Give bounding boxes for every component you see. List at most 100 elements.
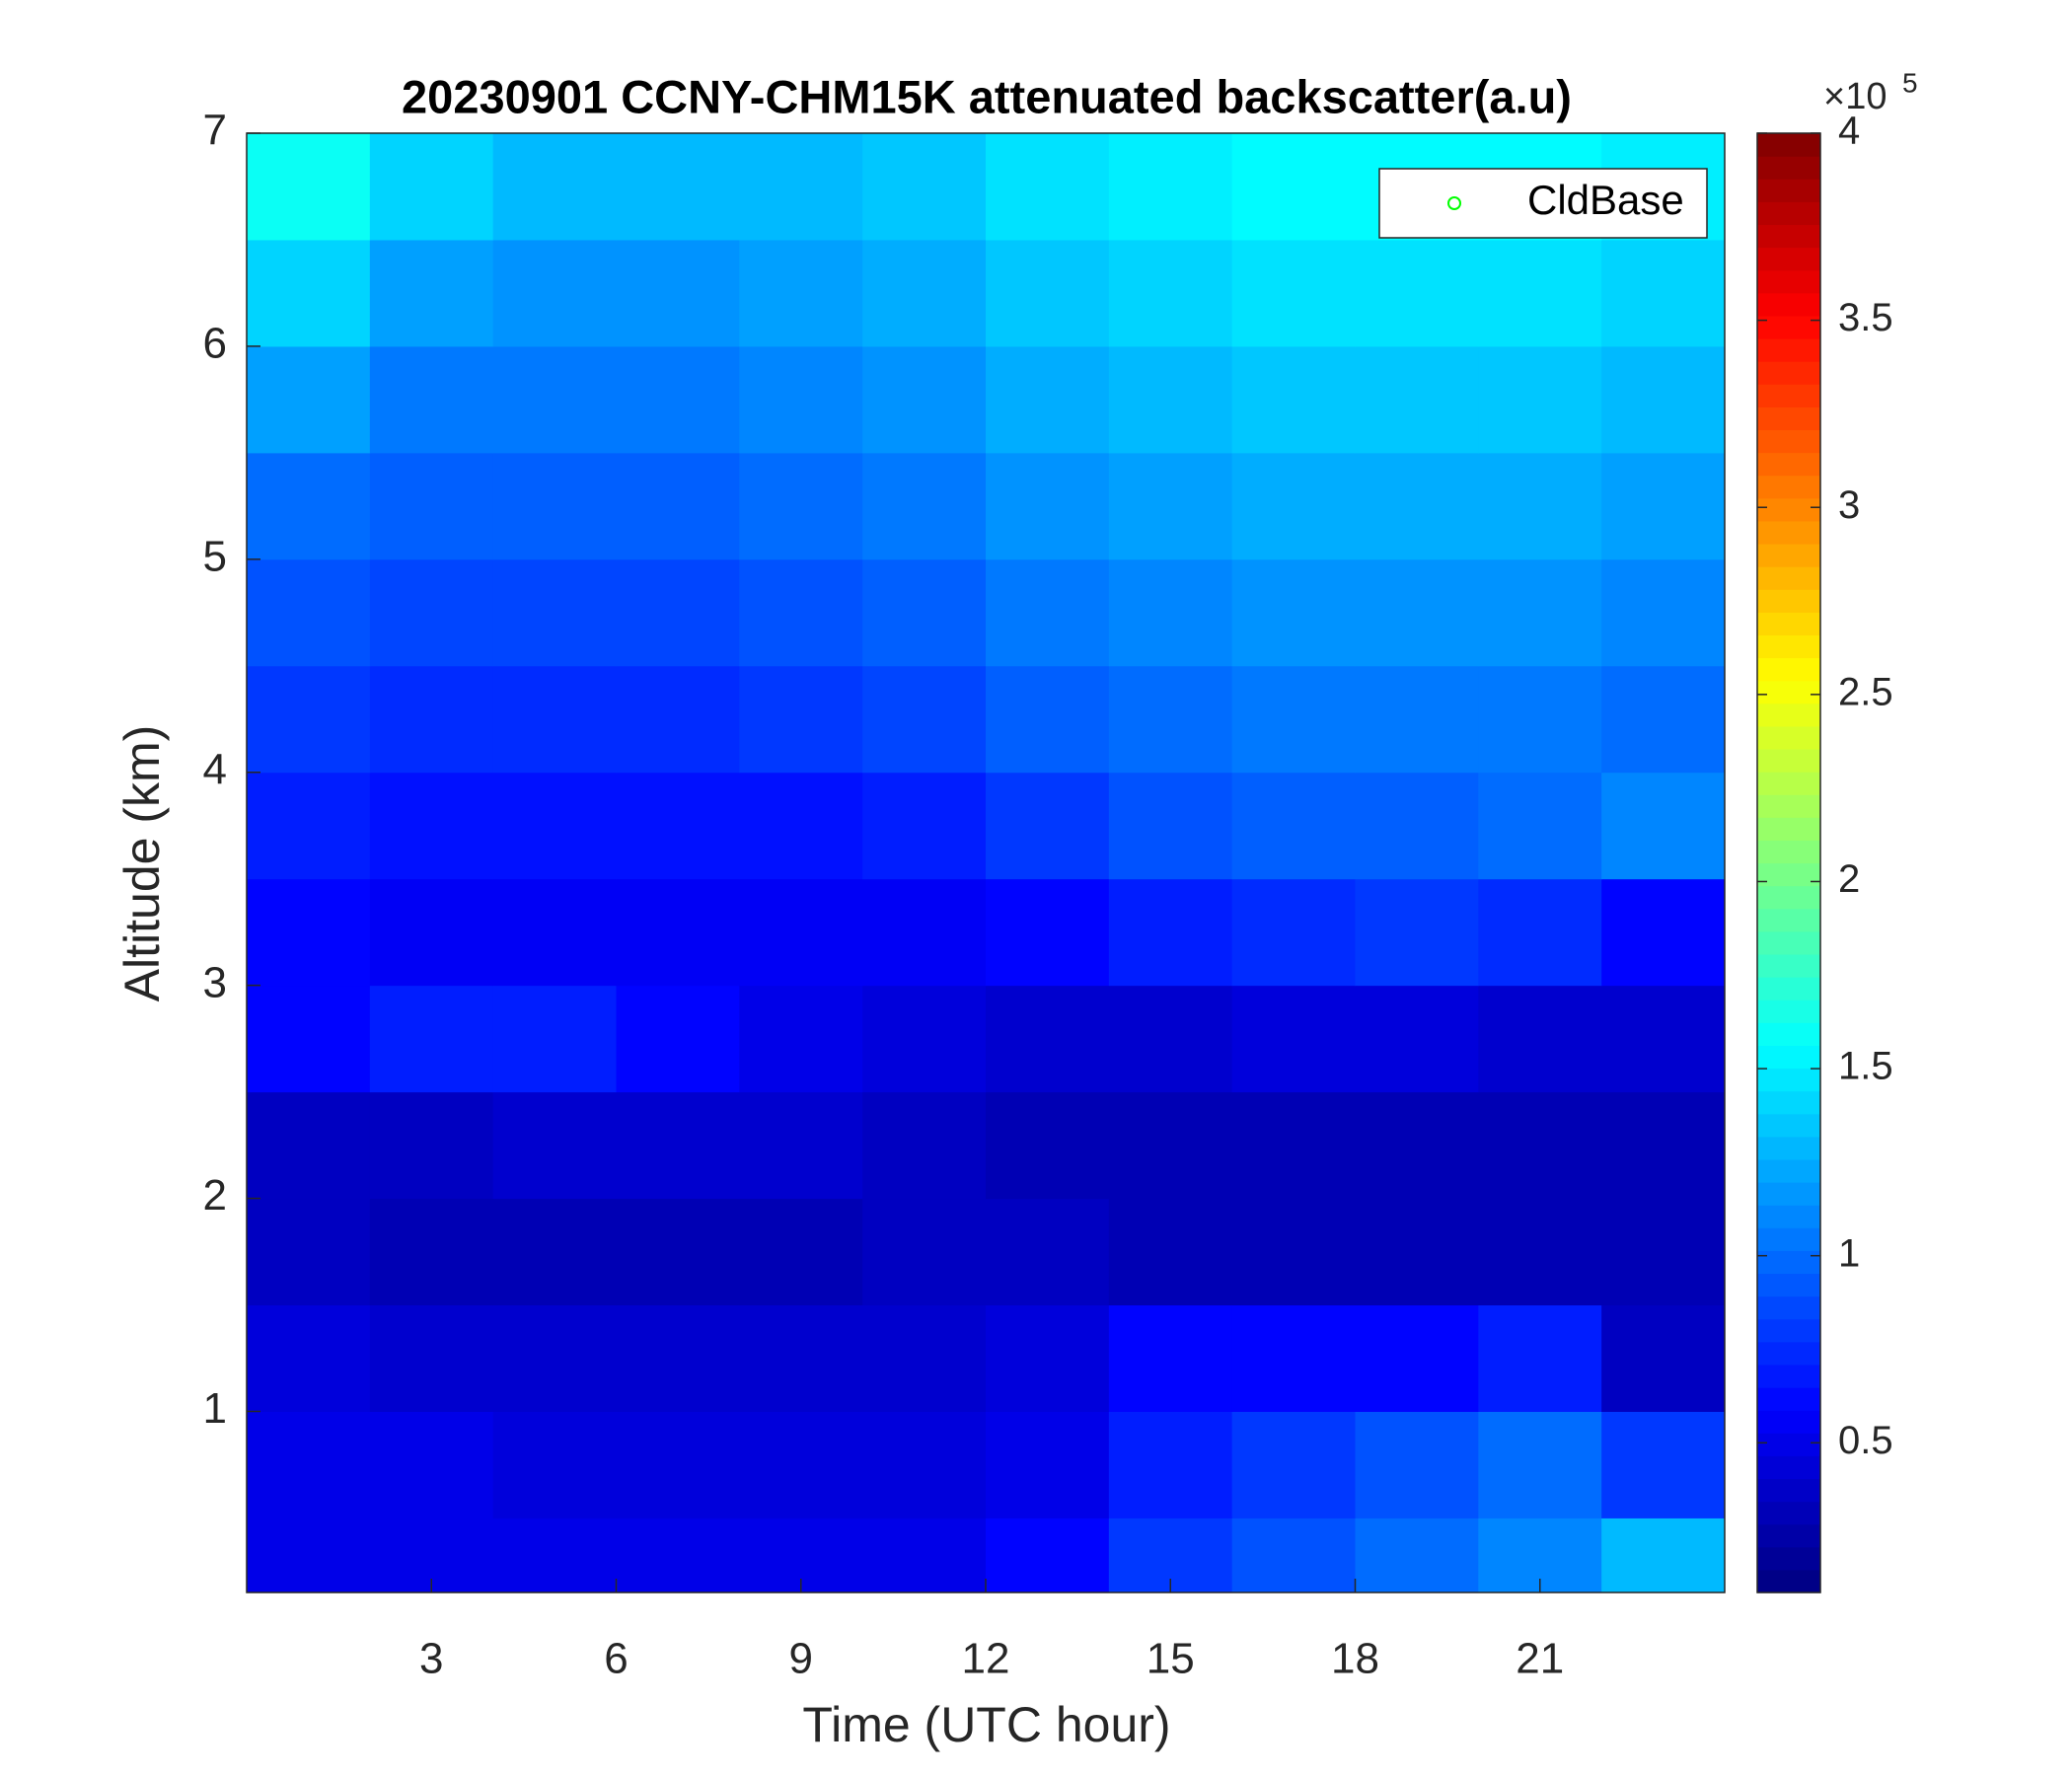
colorbar-step (1757, 201, 1820, 226)
heatmap-cell (1231, 772, 1356, 880)
heatmap-cell (616, 1517, 740, 1593)
heatmap-cell (1478, 239, 1602, 347)
heatmap-cell (739, 1304, 863, 1412)
heatmap-cell (986, 1091, 1110, 1200)
heatmap-cell (1231, 1411, 1356, 1518)
heatmap-cell (1108, 772, 1233, 880)
heatmap-cell (986, 1304, 1110, 1412)
heatmap-cell (616, 878, 740, 987)
colorbar-step (1757, 1341, 1820, 1366)
heatmap-cell (1478, 345, 1602, 454)
heatmap-cell (247, 1198, 371, 1306)
heatmap-cell (1601, 665, 1726, 774)
heatmap-cell (492, 133, 617, 241)
heatmap-cell (862, 133, 987, 241)
colorbar-step (1757, 566, 1820, 590)
heatmap-cell (1601, 558, 1726, 667)
heatmap-cell (739, 772, 863, 880)
colorbar-step (1757, 1318, 1820, 1343)
heatmap-cell (1601, 345, 1726, 454)
heatmap-cell (986, 1517, 1110, 1593)
heatmap-cell (739, 239, 863, 347)
heatmap-cell (739, 665, 863, 774)
colorbar-step (1757, 292, 1820, 317)
heatmap-cell (1108, 345, 1233, 454)
colorbar-step (1757, 1136, 1820, 1160)
heatmap-cell (1601, 1198, 1726, 1306)
heatmap-cell (247, 345, 371, 454)
heatmap-cell (986, 239, 1110, 347)
colorbar-step (1757, 407, 1820, 431)
colorbar-step (1757, 1569, 1820, 1593)
colorbar-tick-label: 2.5 (1838, 670, 1893, 713)
heatmap-cell (986, 985, 1110, 1093)
heatmap-cell (247, 985, 371, 1093)
heatmap-cell (862, 1304, 987, 1412)
heatmap-cell (616, 772, 740, 880)
colorbar-step (1757, 612, 1820, 636)
heatmap-cell (616, 558, 740, 667)
heatmap-cell (1601, 772, 1726, 880)
heatmap-cell (369, 1198, 494, 1306)
heatmap-cell (862, 452, 987, 560)
heatmap-cell (492, 772, 617, 880)
y-tick-label: 5 (203, 532, 227, 580)
colorbar-step (1757, 1546, 1820, 1571)
colorbar-exponent: 5 (1902, 67, 1918, 98)
heatmap-cell (1355, 665, 1479, 774)
heatmap-cell (492, 1517, 617, 1593)
heatmap-cell (492, 878, 617, 987)
y-tick-label: 2 (203, 1171, 227, 1220)
heatmap-cell (1231, 665, 1356, 774)
colorbar-step (1757, 1205, 1820, 1228)
colorbar-step (1757, 589, 1820, 613)
colorbar-tick-label: 3 (1838, 483, 1860, 527)
colorbar-step (1757, 133, 1820, 157)
heatmap-cell (1601, 1091, 1726, 1200)
colorbar-step (1757, 977, 1820, 1000)
heatmap-cell (1355, 1411, 1479, 1518)
heatmap-cell (1231, 1198, 1356, 1306)
colorbar-step (1757, 748, 1820, 773)
x-tick-label: 21 (1516, 1635, 1564, 1683)
colorbar-step (1757, 497, 1820, 522)
y-tick-label: 1 (203, 1384, 227, 1433)
x-tick-label: 15 (1147, 1635, 1195, 1683)
colorbar-step (1757, 475, 1820, 499)
heatmap-cell (1601, 1411, 1726, 1518)
colorbar-step (1757, 361, 1820, 385)
colorbar-step (1757, 862, 1820, 887)
heatmap-cell (616, 985, 740, 1093)
colorbar-step (1757, 1387, 1820, 1411)
colorbar-step (1757, 429, 1820, 454)
colorbar-tick-label: 3.5 (1838, 296, 1893, 339)
heatmap-cell (369, 772, 494, 880)
heatmap-cell (247, 1517, 371, 1593)
heatmap-cell (862, 345, 987, 454)
heatmap-cell (1108, 985, 1233, 1093)
heatmap-cell (862, 772, 987, 880)
colorbar-step (1757, 817, 1820, 841)
colorbar-step (1757, 179, 1820, 202)
heatmap-cell (1478, 878, 1602, 987)
colorbar-step (1757, 634, 1820, 659)
heatmap-cell (369, 133, 494, 241)
heatmap-cell (1355, 878, 1479, 987)
heatmap-cell (1478, 985, 1602, 1093)
heatmap-cell (986, 1198, 1110, 1306)
heatmap-cell (1355, 1091, 1479, 1200)
x-tick-label: 12 (962, 1635, 1010, 1683)
heatmap-cell (247, 1091, 371, 1200)
heatmap-cell (616, 1411, 740, 1518)
x-tick-label: 18 (1331, 1635, 1379, 1683)
colorbar-tick-label: 4 (1838, 110, 1860, 153)
heatmap-cell (1108, 1091, 1233, 1200)
colorbar-step (1757, 680, 1820, 704)
heatmap-cell (616, 133, 740, 241)
chart-title: 20230901 CCNY-CHM15K attenuated backscat… (402, 70, 1572, 122)
heatmap-cell (369, 878, 494, 987)
heatmap-cell (616, 665, 740, 774)
colorbar-step (1757, 772, 1820, 795)
colorbar-tick-label: 0.5 (1838, 1419, 1893, 1462)
